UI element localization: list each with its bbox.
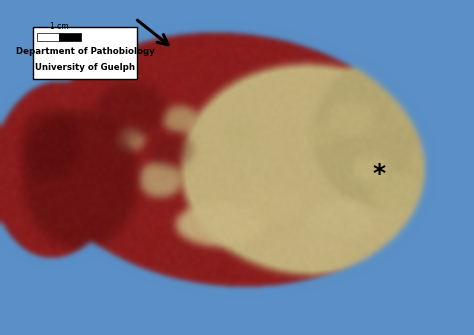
Text: 1 cm: 1 cm [50,22,68,31]
Text: University of Guelph: University of Guelph [36,63,135,72]
Text: Department of Pathobiology: Department of Pathobiology [16,47,155,56]
Text: *: * [373,162,386,186]
Bar [37,33,59,41]
Bar [59,33,81,41]
Bar [33,27,137,79]
